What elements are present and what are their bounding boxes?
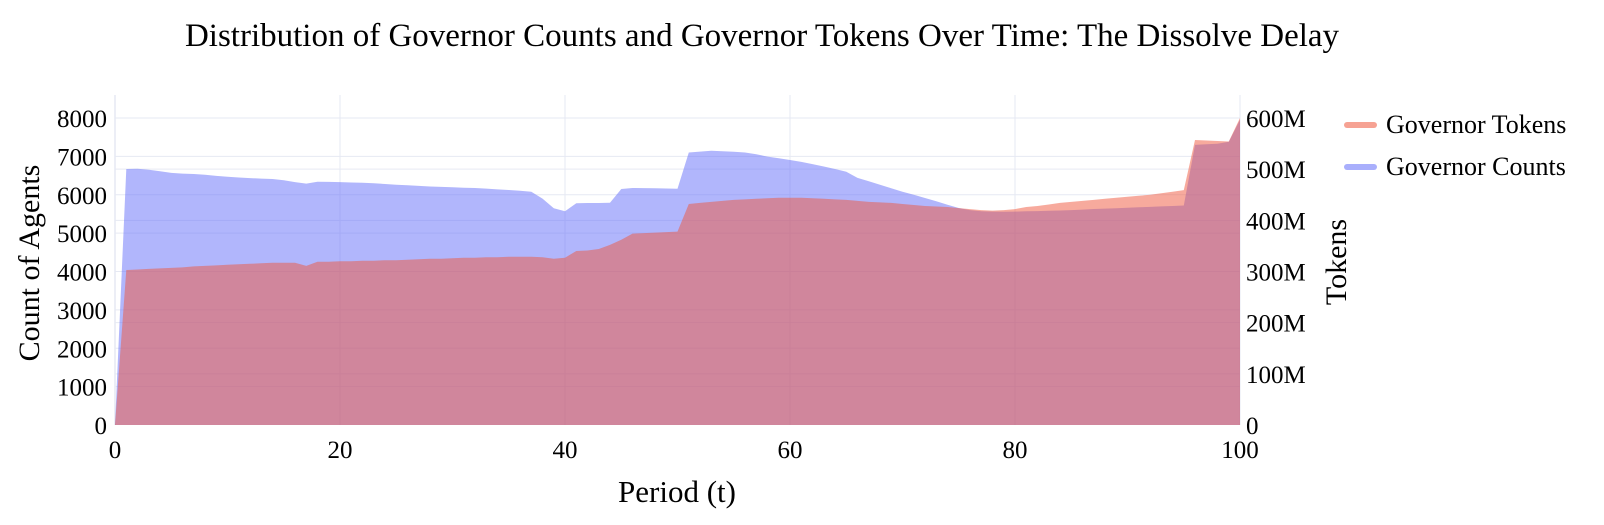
legend-item-governor-counts[interactable]: Governor Counts (1344, 151, 1566, 182)
y-right-tick-label: 600M (1246, 106, 1306, 133)
y-right-tick-label: 100M (1246, 362, 1306, 389)
y-left-tick-label: 7000 (57, 144, 107, 171)
y-right-tick-label: 500M (1246, 157, 1306, 184)
governor-tokens-area (115, 118, 1240, 425)
y-axis-title-right: Tokens (1320, 218, 1353, 306)
x-tick-label: 0 (109, 437, 122, 464)
y-axis-right-ticks: 0 100M 200M 300M 400M 500M 600M (1246, 106, 1306, 440)
legend-swatch-counts-icon (1344, 163, 1377, 170)
y-left-tick-label: 3000 (57, 298, 107, 325)
y-right-tick-label: 400M (1246, 208, 1306, 235)
chart-title: Distribution of Governor Counts and Gove… (184, 18, 1340, 54)
y-left-tick-label: 2000 (57, 336, 107, 363)
y-right-tick-label: 200M (1246, 311, 1306, 338)
y-left-tick-label: 6000 (57, 183, 107, 210)
legend-swatch-tokens-icon (1344, 122, 1377, 129)
y-left-tick-label: 1000 (57, 375, 107, 402)
x-tick-label: 80 (1003, 437, 1028, 464)
y-left-tick-label: 4000 (57, 260, 107, 287)
x-tick-label: 100 (1221, 437, 1259, 464)
y-left-tick-label: 0 (95, 413, 108, 440)
legend-item-governor-tokens[interactable]: Governor Tokens (1344, 110, 1567, 140)
legend-label-governor-counts: Governor Counts (1386, 151, 1566, 181)
y-axis-title-left: Count of Agents (13, 164, 46, 362)
y-axis-left-ticks: 0 1000 2000 3000 4000 5000 6000 7000 8000 (57, 106, 107, 440)
x-tick-label: 20 (328, 437, 353, 464)
x-axis-ticks: 0 20 40 60 80 100 (109, 437, 1259, 464)
y-left-tick-label: 8000 (57, 106, 107, 133)
legend: Governor Tokens Governor Counts (1344, 110, 1567, 194)
legend-label-governor-tokens: Governor Tokens (1386, 110, 1567, 139)
x-tick-label: 60 (778, 437, 803, 464)
y-left-tick-label: 5000 (57, 221, 107, 248)
y-right-tick-label: 300M (1246, 260, 1306, 287)
x-axis-title: Period (t) (618, 474, 736, 509)
x-tick-label: 40 (553, 437, 578, 464)
y-right-tick-label: 0 (1246, 413, 1259, 440)
